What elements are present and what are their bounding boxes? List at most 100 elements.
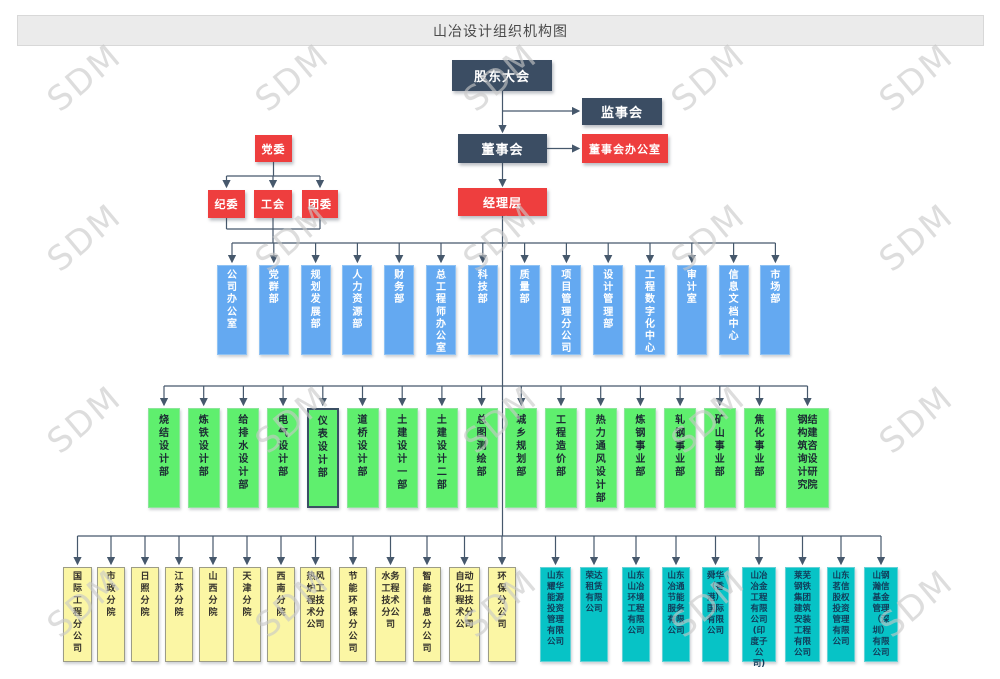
branch-node[interactable]: 环保分公司 [488, 567, 516, 662]
subsidiary-node[interactable]: 莱芜钢铁集团建筑安装工程有限公司 [785, 567, 820, 662]
org-node-label: 山钢瀚信基金管理（深圳）有限公司 [872, 571, 890, 659]
org-node-label: 西南分院 [276, 572, 286, 618]
org-node-label: 质量部 [519, 270, 530, 306]
functional-dept-node[interactable]: 信息文档中心 [718, 265, 749, 355]
org-node-label: 市场部 [770, 270, 781, 306]
design-dept-node[interactable]: 轧钢事业部 [664, 408, 697, 508]
functional-dept-node[interactable]: 市场部 [760, 265, 791, 355]
org-node-label: 给排水设计部 [238, 415, 249, 491]
functional-dept-node[interactable]: 党群部 [258, 265, 289, 355]
functional-dept-node[interactable]: 审计室 [676, 265, 707, 355]
branch-node[interactable]: 日照分院 [131, 567, 159, 662]
org-node-label: 日照分院 [140, 572, 150, 618]
functional-dept-node[interactable]: 项目管理分公司 [551, 265, 582, 355]
node-board-office[interactable]: 董事会办公室 [582, 134, 668, 163]
design-dept-node[interactable]: 土建设计二部 [425, 408, 458, 508]
node-discipline-committee[interactable]: 纪委 [208, 190, 245, 218]
branch-node[interactable]: 西南分院 [267, 567, 295, 662]
org-node-label: 环保分公司 [497, 572, 507, 630]
subsidiary-node[interactable]: 山冶冶金工程有限公司(印度子公司) [742, 567, 776, 670]
branch-node[interactable]: 山西分院 [199, 567, 227, 662]
org-node-label: 项目管理分公司 [561, 270, 572, 355]
subsidiary-node[interactable]: 舜华（香港）国际有限公司 [702, 567, 729, 662]
functional-dept-node[interactable]: 规划发展部 [300, 265, 331, 355]
org-node-label: 党群部 [268, 270, 279, 306]
subsidiary-node[interactable]: 山东冶通节能服务有限公司 [662, 567, 690, 662]
org-node-label: 山东山冶环境工程有限公司 [627, 571, 645, 637]
subsidiary-node[interactable]: 山东山冶环境工程有限公司 [622, 567, 650, 662]
org-node-label: 荣达租赁有限公司 [585, 571, 603, 615]
node-shareholders-meeting[interactable]: 股东大会 [452, 60, 552, 91]
design-dept-node[interactable]: 仪表设计部 [306, 408, 339, 508]
org-node-label: 热风炉工程技术分公司 [306, 572, 325, 630]
design-dept-node[interactable]: 炼铁设计部 [187, 408, 220, 508]
design-dept-node[interactable]: 热力通风设计部 [584, 408, 617, 508]
org-node-label: 莱芜钢铁集团建筑安装工程有限公司 [793, 571, 811, 659]
org-node-label: 山冶冶金工程有限公司(印度子公司) [750, 571, 768, 670]
functional-dept-node[interactable]: 质量部 [509, 265, 540, 355]
org-node-label: 土建设计一部 [397, 415, 408, 491]
branch-node[interactable]: 江苏分院 [165, 567, 193, 662]
node-board-of-directors[interactable]: 董事会 [458, 134, 547, 163]
design-dept-node[interactable]: 烧结设计部 [148, 408, 180, 508]
org-node-label: 财务部 [394, 270, 405, 306]
node-supervisory-board[interactable]: 监事会 [582, 98, 662, 125]
org-node-label: 市政分院 [106, 572, 116, 618]
branch-node[interactable]: 国际工程分公司 [63, 567, 92, 662]
org-node-label: 舜华（香港）国际有限公司 [706, 571, 724, 637]
design-dept-node[interactable]: 总图测绘部 [465, 408, 498, 508]
functional-dept-node[interactable]: 人力资源部 [342, 265, 373, 355]
branch-node[interactable]: 市政分院 [97, 567, 125, 662]
functional-dept-node[interactable]: 财务部 [384, 265, 415, 355]
functional-dept-node[interactable]: 总工程师办公室 [426, 265, 456, 355]
org-node-label: 规划发展部 [310, 270, 321, 330]
branch-node[interactable]: 热风炉工程技术分公司 [300, 567, 331, 662]
org-node-label: 轧钢事业部 [675, 415, 686, 478]
org-node-label: 公司办公室 [227, 270, 237, 330]
subsidiary-node[interactable]: 山东茗信股权投资管理有限公司 [827, 567, 855, 662]
org-node-label: 科技部 [477, 270, 488, 306]
org-node-label: 热力通风设计部 [595, 415, 606, 504]
org-node-label: 矿山事业部 [714, 415, 725, 478]
design-dept-node[interactable]: 城乡规划部 [505, 408, 538, 508]
node-labor-union[interactable]: 工会 [254, 190, 292, 218]
branch-node[interactable]: 水务工程技术分公司 [375, 567, 406, 662]
subsidiary-node[interactable]: 山钢瀚信基金管理（深圳）有限公司 [864, 567, 898, 662]
node-party-committee[interactable]: 党委 [255, 135, 292, 162]
org-node-label: 土建设计二部 [436, 415, 447, 491]
design-dept-node[interactable]: 工程造价部 [545, 408, 577, 508]
design-dept-node[interactable]: 焦化事业部 [743, 408, 776, 508]
design-dept-node[interactable]: 土建设计一部 [386, 408, 419, 508]
org-node-label: 信息文档中心 [728, 270, 739, 342]
functional-dept-node[interactable]: 公司办公室 [217, 265, 247, 355]
branch-node[interactable]: 节能环保分公司 [339, 567, 367, 662]
design-dept-node[interactable]: 道桥设计部 [346, 408, 379, 508]
org-node-label: 烧结设计部 [159, 415, 169, 478]
branch-node[interactable]: 智能信息分公司 [413, 567, 441, 662]
org-node-label: 山东冶通节能服务有限公司 [667, 571, 685, 637]
org-node-label: 国际工程分公司 [72, 572, 82, 654]
org-node-label: 道桥设计部 [357, 415, 368, 478]
org-node-label: 炼钢事业部 [635, 415, 646, 478]
design-dept-node[interactable]: 矿山事业部 [703, 408, 736, 508]
node-youth-league[interactable]: 团委 [302, 190, 338, 218]
branch-node[interactable]: 天津分院 [233, 567, 261, 662]
functional-dept-node[interactable]: 科技部 [467, 265, 498, 355]
org-node-label: 总工程师办公室 [436, 270, 446, 355]
org-node-label: 自动化工程技术分公司 [455, 572, 474, 630]
subsidiary-node[interactable]: 荣达租赁有限公司 [580, 567, 608, 662]
org-node-label: 工程数字化中心 [645, 270, 655, 355]
org-node-label: 仪表设计部 [317, 416, 328, 479]
design-dept-node[interactable]: 电气设计部 [267, 408, 300, 508]
design-dept-node[interactable]: 炼钢事业部 [624, 408, 657, 508]
design-dept-node[interactable]: 给排水设计部 [227, 408, 260, 508]
org-node-label: 智能信息分公司 [422, 572, 432, 654]
subsidiary-node[interactable]: 山东耀华能源投资管理有限公司 [540, 567, 571, 662]
functional-dept-node[interactable]: 工程数字化中心 [635, 265, 665, 355]
org-node-label: 山西分院 [208, 572, 218, 618]
branch-node[interactable]: 自动化工程技术分公司 [449, 567, 480, 662]
functional-dept-node[interactable]: 设计管理部 [593, 265, 624, 355]
design-dept-node[interactable]: 钢结构建筑咨询设计研究院 [786, 408, 829, 508]
node-management-level[interactable]: 经理层 [458, 188, 547, 216]
